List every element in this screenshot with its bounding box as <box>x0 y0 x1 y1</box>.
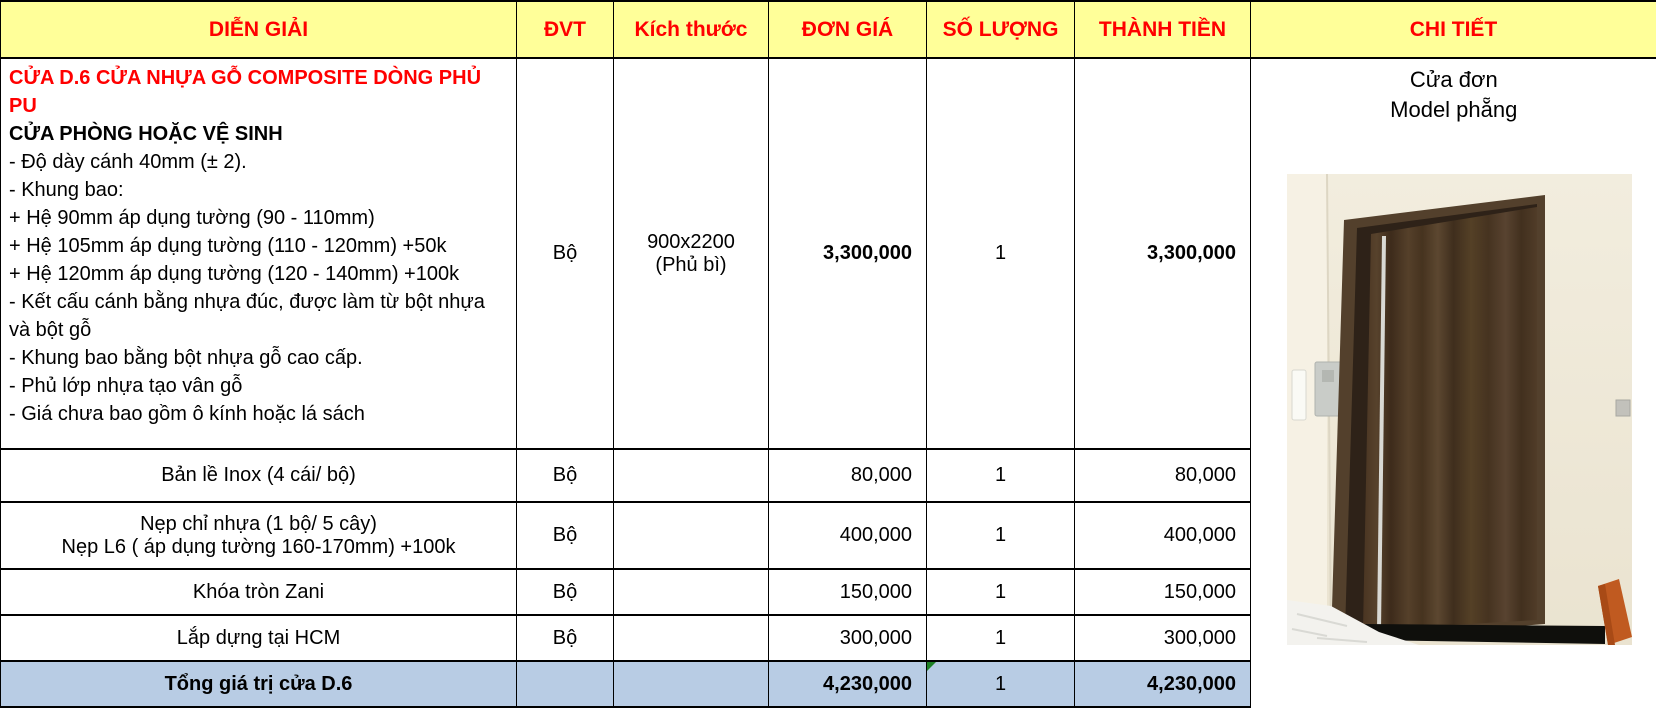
row-description-cell[interactable]: Bản lề Inox (4 cái/ bộ) <box>0 448 517 503</box>
detail-caption-line-2: Model phẵng <box>1390 97 1518 122</box>
row-unit-cell[interactable]: Bộ <box>516 614 614 662</box>
table-row: Bản lề Inox (4 cái/ bộ) Bộ 80,000 1 80,0… <box>0 448 1656 503</box>
row-unit-price-cell[interactable]: 400,000 <box>768 501 927 570</box>
table-row: Nẹp chỉ nhựa (1 bộ/ 5 cây) Nẹp L6 ( áp d… <box>0 501 1656 570</box>
spec-line: + Hệ 120mm áp dụng tường (120 - 140mm) +… <box>9 263 460 285</box>
column-header-don-gia[interactable]: ĐƠN GIÁ <box>768 0 927 59</box>
column-header-kich-thuoc[interactable]: Kích thước <box>613 0 769 59</box>
column-header-so-luong[interactable]: SỐ LƯỢNG <box>926 0 1075 59</box>
column-header-chi-tiet[interactable]: CHI TIẾT <box>1250 0 1656 59</box>
row-description-cell[interactable]: Khóa tròn Zani <box>0 568 517 616</box>
main-item-row: CỬA D.6 CỬA NHỰA GỖ COMPOSITE DÒNG PHỦ P… <box>0 57 1656 707</box>
row-total-cell[interactable]: 150,000 <box>1074 568 1251 616</box>
table-row: Khóa tròn Zani Bộ 150,000 1 150,000 <box>0 568 1656 616</box>
spec-line: - Khung bao: <box>9 179 124 201</box>
total-total-cell[interactable]: 4,230,000 <box>1074 660 1251 708</box>
main-item-total-cell[interactable]: 3,300,000 <box>1074 57 1251 450</box>
door-photo[interactable] <box>1287 173 1632 646</box>
column-header-dien-giai[interactable]: DIỄN GIẢI <box>0 0 517 59</box>
column-header-dvt[interactable]: ĐVT <box>516 0 614 59</box>
size-line-1: 900x2200 <box>647 230 735 253</box>
row-total-cell[interactable]: 80,000 <box>1074 448 1251 503</box>
total-row: Tổng giá trị cửa D.6 4,230,000 1 4,230,0… <box>0 660 1656 708</box>
row-unit-price-cell[interactable]: 80,000 <box>768 448 927 503</box>
row-size-cell[interactable] <box>613 501 769 570</box>
main-item-title: CỬA D.6 CỬA NHỰA GỖ COMPOSITE DÒNG PHỦ P… <box>9 67 482 117</box>
column-header-thanh-tien[interactable]: THÀNH TIỀN <box>1074 0 1251 59</box>
spec-line: - Kết cấu cánh bằng nhựa đúc, được làm t… <box>9 291 485 341</box>
spec-line: - Giá chưa bao gồm ô kính hoặc lá sách <box>9 403 365 425</box>
total-size-cell[interactable] <box>613 660 769 708</box>
spec-line: - Độ dày cánh 40mm (± 2). <box>9 151 247 173</box>
total-label-cell[interactable]: Tổng giá trị cửa D.6 <box>0 660 517 708</box>
row-qty-cell[interactable]: 1 <box>926 568 1075 616</box>
row-total-cell[interactable]: 300,000 <box>1074 614 1251 662</box>
total-qty-cell[interactable]: 1 <box>926 660 1075 708</box>
main-item-unit-cell[interactable]: Bộ <box>516 57 614 450</box>
row-unit-cell[interactable]: Bộ <box>516 568 614 616</box>
spec-line: + Hệ 90mm áp dụng tường (90 - 110mm) <box>9 207 375 229</box>
spec-line: - Phủ lớp nhựa tạo vân gỗ <box>9 375 243 397</box>
main-item-qty-cell[interactable]: 1 <box>926 57 1075 450</box>
main-item-unit-price-cell[interactable]: 3,300,000 <box>768 57 927 450</box>
detail-caption-line-1: Cửa đơn <box>1409 67 1498 92</box>
total-qty-value: 1 <box>994 672 1007 695</box>
row-size-cell[interactable] <box>613 568 769 616</box>
cell-error-indicator-icon <box>927 663 936 671</box>
row-size-cell[interactable] <box>613 448 769 503</box>
row-description-line-1: Nẹp chỉ nhựa (1 bộ/ 5 cây) <box>140 512 377 535</box>
spec-line: + Hệ 105mm áp dụng tường (110 - 120mm) +… <box>9 235 447 257</box>
row-description-cell[interactable]: Nẹp chỉ nhựa (1 bộ/ 5 cây) Nẹp L6 ( áp d… <box>0 501 517 570</box>
row-unit-price-cell[interactable]: 300,000 <box>768 614 927 662</box>
main-item-subtitle: CỬA PHÒNG HOẶC VỆ SINH <box>9 123 283 145</box>
total-unit-cell[interactable] <box>516 660 614 708</box>
main-item-description-cell[interactable]: CỬA D.6 CỬA NHỰA GỖ COMPOSITE DÒNG PHỦ P… <box>0 57 517 450</box>
row-unit-price-cell[interactable]: 150,000 <box>768 568 927 616</box>
row-size-cell[interactable] <box>613 614 769 662</box>
table-row: Lắp dựng tại HCM Bộ 300,000 1 300,000 <box>0 614 1656 662</box>
header-row: DIỄN GIẢI ĐVT Kích thước ĐƠN GIÁ SỐ LƯỢN… <box>0 0 1656 59</box>
row-unit-cell[interactable]: Bộ <box>516 501 614 570</box>
detail-cell[interactable]: Cửa đơn Model phẵng <box>1250 57 1656 707</box>
main-item-size-cell[interactable]: 900x2200 (Phủ bì) <box>613 57 769 450</box>
row-description-cell[interactable]: Lắp dựng tại HCM <box>0 614 517 662</box>
row-description-line-2: Nẹp L6 ( áp dụng tường 160-170mm) +100k <box>61 535 456 558</box>
row-qty-cell[interactable]: 1 <box>926 614 1075 662</box>
size-line-2: (Phủ bì) <box>655 253 727 276</box>
spec-line: - Khung bao bằng bột nhựa gỗ cao cấp. <box>9 347 363 369</box>
row-qty-cell[interactable]: 1 <box>926 448 1075 503</box>
total-unit-price-cell[interactable]: 4,230,000 <box>768 660 927 708</box>
row-qty-cell[interactable]: 1 <box>926 501 1075 570</box>
row-total-cell[interactable]: 400,000 <box>1074 501 1251 570</box>
row-unit-cell[interactable]: Bộ <box>516 448 614 503</box>
